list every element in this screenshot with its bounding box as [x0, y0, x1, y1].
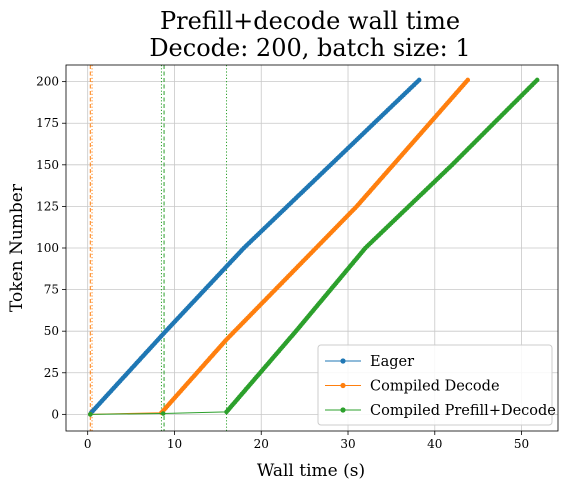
legend-box — [317, 344, 553, 426]
x-tick-label: 10 — [167, 437, 182, 451]
legend-entry: Eager — [325, 354, 414, 370]
data-point — [465, 77, 471, 83]
chart-title-line2: Decode: 200, batch size: 1 — [149, 34, 470, 62]
y-tick-label: 100 — [36, 241, 59, 255]
x-tick-label: 30 — [340, 437, 355, 451]
legend-label: Compiled Prefill+Decode — [370, 403, 556, 419]
data-point — [534, 77, 540, 83]
legend: Eager Compiled Decode Compiled Prefill+Dec… — [317, 344, 556, 426]
y-tick-label: 75 — [44, 283, 59, 297]
legend-marker — [340, 358, 346, 364]
series-layer — [88, 77, 540, 417]
x-tick-label: 50 — [514, 437, 529, 451]
data-point — [416, 77, 422, 83]
y-tick-label: 0 — [51, 407, 59, 421]
chart-title-line1: Prefill+decode wall time — [160, 7, 460, 35]
y-tick-label: 175 — [36, 116, 59, 130]
x-axis-label: Wall time (s) — [257, 461, 365, 481]
series-compiled-prefill-decode — [88, 77, 540, 417]
legend-marker — [340, 382, 346, 389]
legend-label: Compiled Decode — [370, 379, 500, 395]
y-tick-label: 50 — [44, 324, 59, 338]
grid — [66, 65, 558, 431]
legend-label: Eager — [370, 354, 414, 370]
legend-entry: Compiled Decode — [325, 379, 500, 395]
x-tick-label: 0 — [84, 437, 92, 451]
series-eager — [88, 77, 422, 417]
y-axis-label: Token Number — [7, 183, 27, 312]
legend-marker — [340, 407, 346, 413]
y-tick-label: 200 — [36, 75, 59, 89]
ticks: 0 10 20 30 40 50 0 25 50 75 100 125 150 175 200 — [36, 75, 529, 451]
series-compiled-decode — [88, 77, 471, 417]
y-tick-label: 125 — [36, 199, 59, 213]
y-tick-label: 150 — [36, 158, 59, 172]
legend-entry: Compiled Prefill+Decode — [325, 403, 556, 419]
x-tick-label: 40 — [427, 437, 442, 451]
y-tick-label: 25 — [44, 366, 59, 380]
data-point — [88, 412, 93, 417]
x-tick-label: 20 — [254, 437, 269, 451]
reference-lines — [89, 65, 228, 431]
data-point — [160, 411, 166, 416]
